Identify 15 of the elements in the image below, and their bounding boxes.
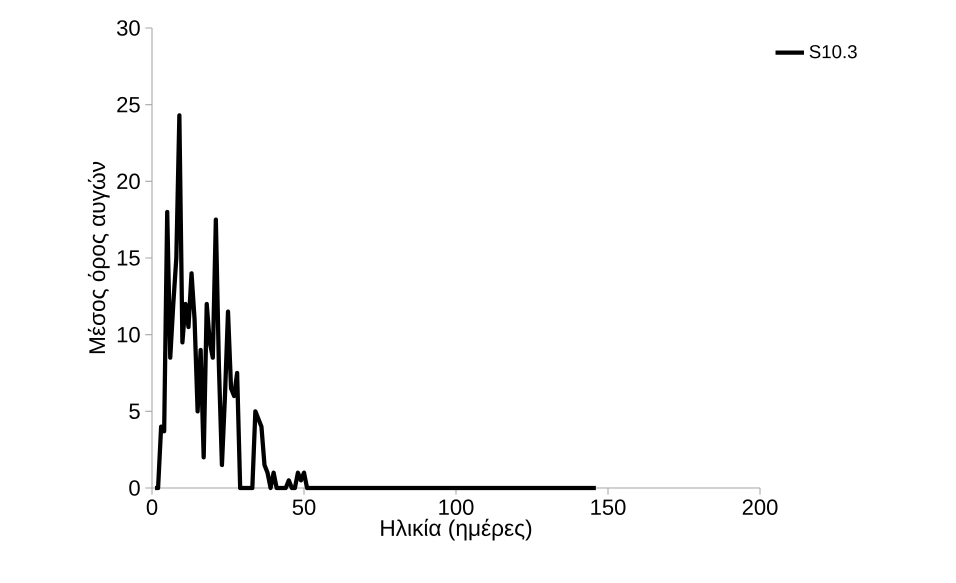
y-tick-label: 30 <box>116 20 140 36</box>
y-axis-title: Μέσος όρος αυγών <box>88 162 110 354</box>
x-tick-label: 200 <box>742 499 778 515</box>
x-tick-label: 100 <box>439 499 474 515</box>
y-tick-label: 20 <box>117 174 140 190</box>
x-tick-label: 0 <box>146 499 158 515</box>
x-tick-label: 150 <box>591 499 626 515</box>
y-tick-label: 0 <box>129 480 140 496</box>
legend-label: S10.3 <box>810 45 857 58</box>
y-tick-label: 10 <box>118 326 140 342</box>
y-tick-label: 5 <box>129 404 140 420</box>
y-tick-label: 25 <box>117 96 140 112</box>
x-tick-label: 50 <box>292 499 316 515</box>
x-axis-title: Ηλικία (ημέρες) <box>381 518 532 541</box>
y-tick-label: 15 <box>118 250 140 266</box>
